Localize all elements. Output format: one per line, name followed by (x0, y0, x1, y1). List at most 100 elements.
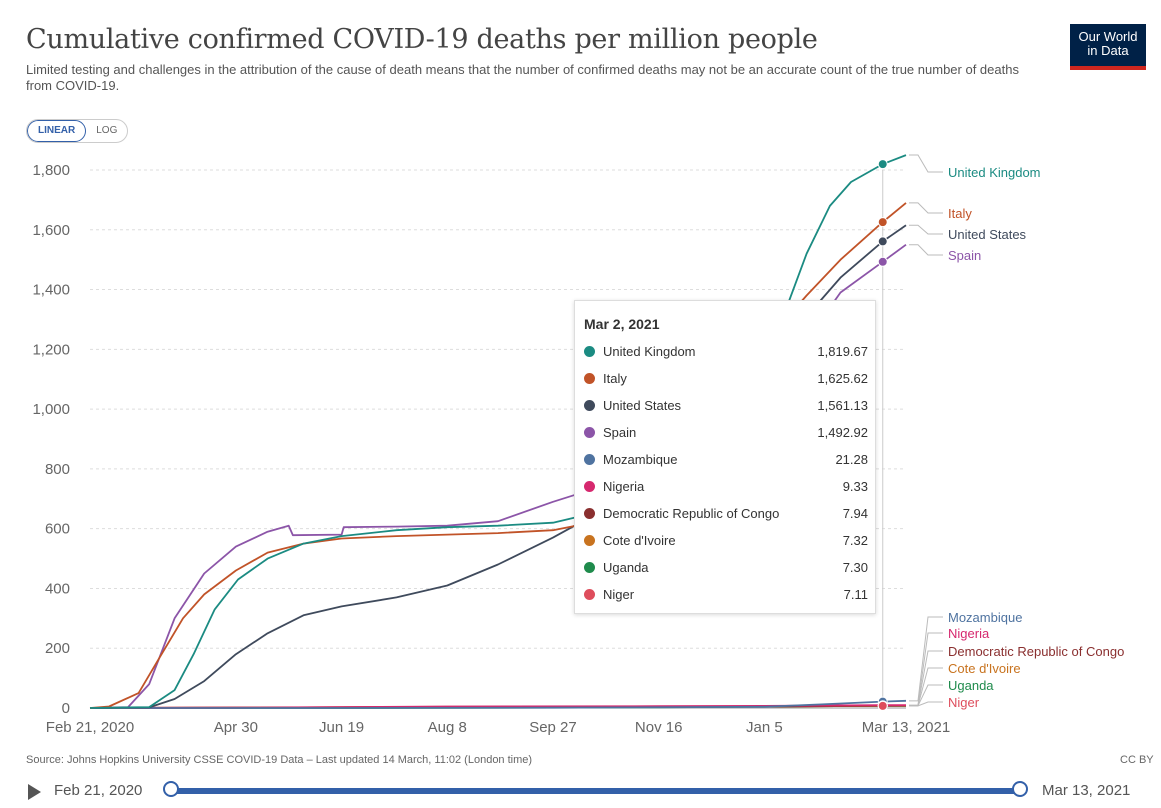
tooltip-color-dot (584, 535, 595, 546)
tooltip-color-dot (584, 373, 595, 384)
series-end-label: Niger (948, 695, 980, 710)
series-end-label: Mozambique (948, 610, 1022, 625)
label-leader-line (909, 632, 943, 706)
timeline-track[interactable] (172, 788, 1020, 794)
series-line (89, 154, 907, 709)
tooltip-color-dot (584, 481, 595, 492)
hover-marker (877, 256, 888, 267)
series-end-label: Democratic Republic of Congo (948, 644, 1124, 659)
hover-tooltip: Mar 2, 2021 United Kingdom 1,819.67 Italy 1… (574, 300, 876, 614)
y-tick-label: 1,800 (32, 162, 70, 179)
tooltip-color-dot (584, 427, 595, 438)
series-end-label: Spain (948, 248, 981, 263)
tooltip-row: Spain 1,492.92 (584, 423, 868, 443)
license-link[interactable]: CC BY (1120, 754, 1154, 766)
tooltip-country: United States (603, 398, 682, 413)
x-tick-label: Sep 27 (529, 719, 577, 736)
tooltip-value: 1,561.13 (817, 398, 868, 413)
y-tick-label: 0 (62, 700, 70, 717)
x-tick-label: Jan 5 (746, 719, 783, 736)
label-leader-line (909, 224, 943, 235)
tooltip-row: United Kingdom 1,819.67 (584, 342, 868, 362)
tooltip-value: 7.11 (843, 587, 868, 602)
series-end-label: United States (948, 227, 1027, 242)
series-end-label: Cote d'Ivoire (948, 661, 1021, 676)
y-tick-label: 400 (45, 580, 70, 597)
tooltip-row: United States 1,561.13 (584, 396, 868, 416)
tooltip-country: Nigeria (603, 479, 645, 494)
logo-line-2: in Data (1087, 43, 1129, 58)
tooltip-color-dot (584, 454, 595, 465)
tooltip-country: Cote d'Ivoire (603, 533, 676, 548)
label-leader-line (909, 701, 943, 707)
timeline-end-handle[interactable] (1012, 781, 1028, 797)
tooltip-row: Nigeria 9.33 (584, 477, 868, 497)
tooltip-row: Uganda 7.30 (584, 558, 868, 578)
tooltip-color-dot (584, 508, 595, 519)
y-tick-label: 600 (45, 521, 70, 538)
log-scale-button[interactable]: LOG (96, 125, 118, 136)
label-leader-line (909, 202, 943, 214)
tooltip-value: 7.32 (842, 533, 868, 548)
tooltip-country: Uganda (603, 560, 649, 575)
tooltip-color-dot (584, 400, 595, 411)
y-tick-label: 1,200 (32, 341, 70, 358)
x-tick-label: Jun 19 (319, 719, 364, 736)
label-leader-line (909, 154, 943, 173)
play-icon[interactable] (28, 784, 41, 800)
tooltip-value: 7.94 (842, 506, 868, 521)
tooltip-value: 1,492.92 (817, 425, 868, 440)
tooltip-date: Mar 2, 2021 (584, 316, 660, 332)
tooltip-value: 1,625.62 (817, 371, 868, 386)
tooltip-value: 9.33 (842, 479, 868, 494)
y-tick-label: 1,000 (32, 401, 70, 418)
series-end-label: Nigeria (948, 626, 990, 641)
linear-scale-button[interactable]: LINEAR (27, 120, 87, 142)
x-tick-label: Nov 16 (635, 719, 683, 736)
tooltip-value: 21.28 (835, 452, 868, 467)
series-end-label: United Kingdom (948, 165, 1041, 180)
label-leader-line (909, 650, 943, 707)
y-tick-label: 1,600 (32, 222, 70, 239)
label-leader-line (909, 244, 943, 256)
tooltip-country: United Kingdom (603, 344, 696, 359)
y-tick-label: 800 (45, 461, 70, 478)
hover-marker (877, 159, 888, 170)
series-end-label: Italy (948, 206, 972, 221)
source-note[interactable]: Source: Johns Hopkins University CSSE CO… (26, 754, 533, 766)
timeline-end-label: Mar 13, 2021 (1042, 782, 1131, 799)
scale-toggle: LINEAR LOG (26, 119, 129, 143)
tooltip-value: 1,819.67 (817, 344, 868, 359)
tooltip-color-dot (584, 562, 595, 573)
tooltip-row: Niger 7.11 (584, 585, 868, 605)
tooltip-country: Democratic Republic of Congo (603, 506, 780, 521)
y-tick-label: 200 (45, 640, 70, 657)
tooltip-country: Niger (603, 587, 635, 602)
logo-line-1: Our World (1078, 29, 1138, 44)
timeline-start-handle[interactable] (163, 781, 179, 797)
chart-title: Cumulative confirmed COVID-19 deaths per… (26, 24, 818, 55)
owid-logo[interactable]: Our World in Data (1070, 24, 1146, 70)
x-tick-label: Feb 21, 2020 (46, 719, 134, 736)
logo-accent-bar (1070, 66, 1146, 70)
y-tick-label: 1,400 (32, 282, 70, 299)
x-tick-label: Apr 30 (214, 719, 258, 736)
tooltip-color-dot (584, 589, 595, 600)
tooltip-value: 7.30 (842, 560, 868, 575)
hover-marker (877, 700, 888, 711)
series-end-label: Uganda (948, 678, 994, 693)
tooltip-country: Italy (603, 371, 627, 386)
hover-marker (877, 217, 888, 228)
label-leader-line (909, 667, 943, 707)
tooltip-color-dot (584, 346, 595, 357)
timeline: Feb 21, 2020 Mar 13, 2021 (0, 776, 1161, 806)
tooltip-country: Spain (603, 425, 637, 440)
timeline-start-label: Feb 21, 2020 (54, 782, 143, 799)
tooltip-row: Cote d'Ivoire 7.32 (584, 531, 868, 551)
hover-marker (877, 236, 888, 247)
x-tick-label: Aug 8 (428, 719, 467, 736)
label-leader-line (909, 616, 943, 702)
tooltip-row: Mozambique 21.28 (584, 450, 868, 470)
tooltip-country: Mozambique (603, 452, 678, 467)
tooltip-row: Italy 1,625.62 (584, 369, 868, 389)
